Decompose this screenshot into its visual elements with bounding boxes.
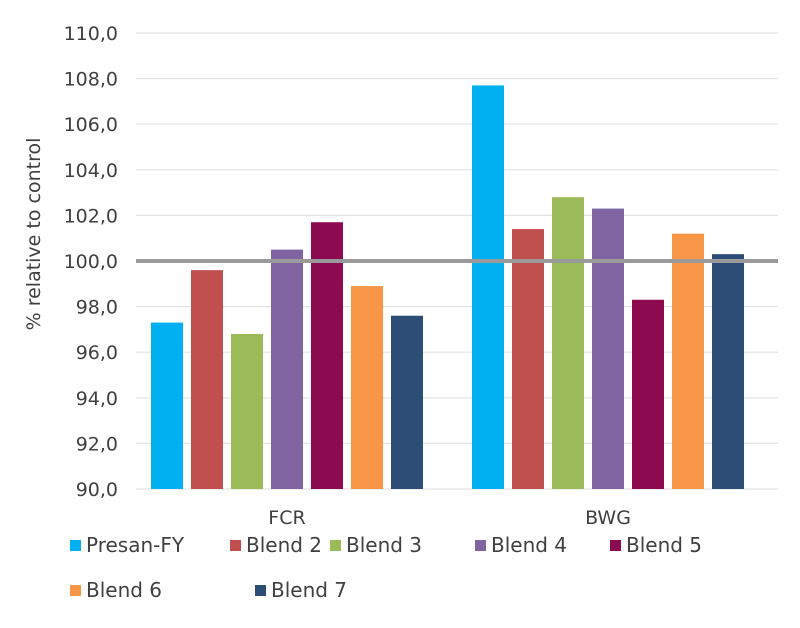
bar-fcr-blend-7 [391, 315, 423, 489]
y-tick-label: 106,0 [64, 114, 118, 136]
legend-label: Blend 7 [271, 578, 348, 602]
legend-swatch [610, 539, 621, 551]
legend-label: Blend 6 [86, 578, 163, 602]
y-tick-label: 94,0 [76, 388, 118, 410]
bar-fcr-blend-3 [231, 333, 263, 489]
legend-swatch [230, 539, 241, 551]
y-tick-label: 98,0 [76, 297, 118, 319]
bar-bwg-presan-fy [472, 85, 504, 489]
y-tick-label: 104,0 [64, 160, 118, 182]
bar-bwg-blend-6 [672, 233, 704, 489]
y-axis-title: % relative to control [23, 138, 45, 331]
legend-item: Blend 7 [255, 578, 347, 602]
legend-item: Blend 2 [230, 533, 322, 557]
y-tick-label: 96,0 [76, 342, 118, 364]
y-axis-ticks: 90,0 92,0 94,0 96,0 98,0 100,0 102,0 104,0 106,0… [64, 23, 118, 501]
bar-bwg-blend-5 [632, 299, 664, 489]
legend-item: Blend 4 [475, 533, 567, 557]
legend-swatch [255, 584, 266, 596]
bar-fcr-blend-2 [191, 270, 223, 489]
bar-bwg-blend-7 [712, 254, 744, 489]
x-category-label: FCR [268, 507, 305, 529]
y-tick-label: 102,0 [64, 205, 118, 227]
bars [151, 85, 744, 490]
bar-bwg-blend-4 [592, 208, 624, 489]
bar-fcr-blend-5 [311, 222, 343, 490]
legend-swatch [475, 539, 486, 551]
y-tick-label: 90,0 [76, 479, 118, 501]
legend-swatch [70, 539, 81, 551]
bar-fcr-presan-fy [151, 322, 183, 489]
legend-item: Blend 3 [330, 533, 422, 557]
legend-item: Blend 6 [70, 578, 162, 602]
legend-item: Presan-FY [70, 533, 184, 557]
y-tick-label: 100,0 [64, 251, 118, 273]
legend-swatch [330, 539, 341, 551]
y-tick-label: 92,0 [76, 433, 118, 455]
bar-fcr-blend-4 [271, 249, 303, 489]
bar-bwg-blend-3 [552, 197, 584, 489]
y-tick-label: 108,0 [64, 69, 118, 91]
legend-label: Blend 3 [346, 533, 423, 557]
y-tick-label: 110,0 [64, 23, 118, 45]
bar-bwg-blend-2 [512, 229, 544, 489]
legend-label: Blend 5 [626, 533, 703, 557]
legend-label: Blend 2 [246, 533, 323, 557]
bar-fcr-blend-6 [351, 286, 383, 489]
legend-label: Presan-FY [86, 533, 185, 557]
x-category-label: BWG [585, 507, 631, 529]
x-axis-categories: FCR BWG [268, 507, 631, 529]
legend-swatch [70, 584, 81, 596]
legend-item: Blend 5 [610, 533, 702, 557]
legend-label: Blend 4 [491, 533, 568, 557]
